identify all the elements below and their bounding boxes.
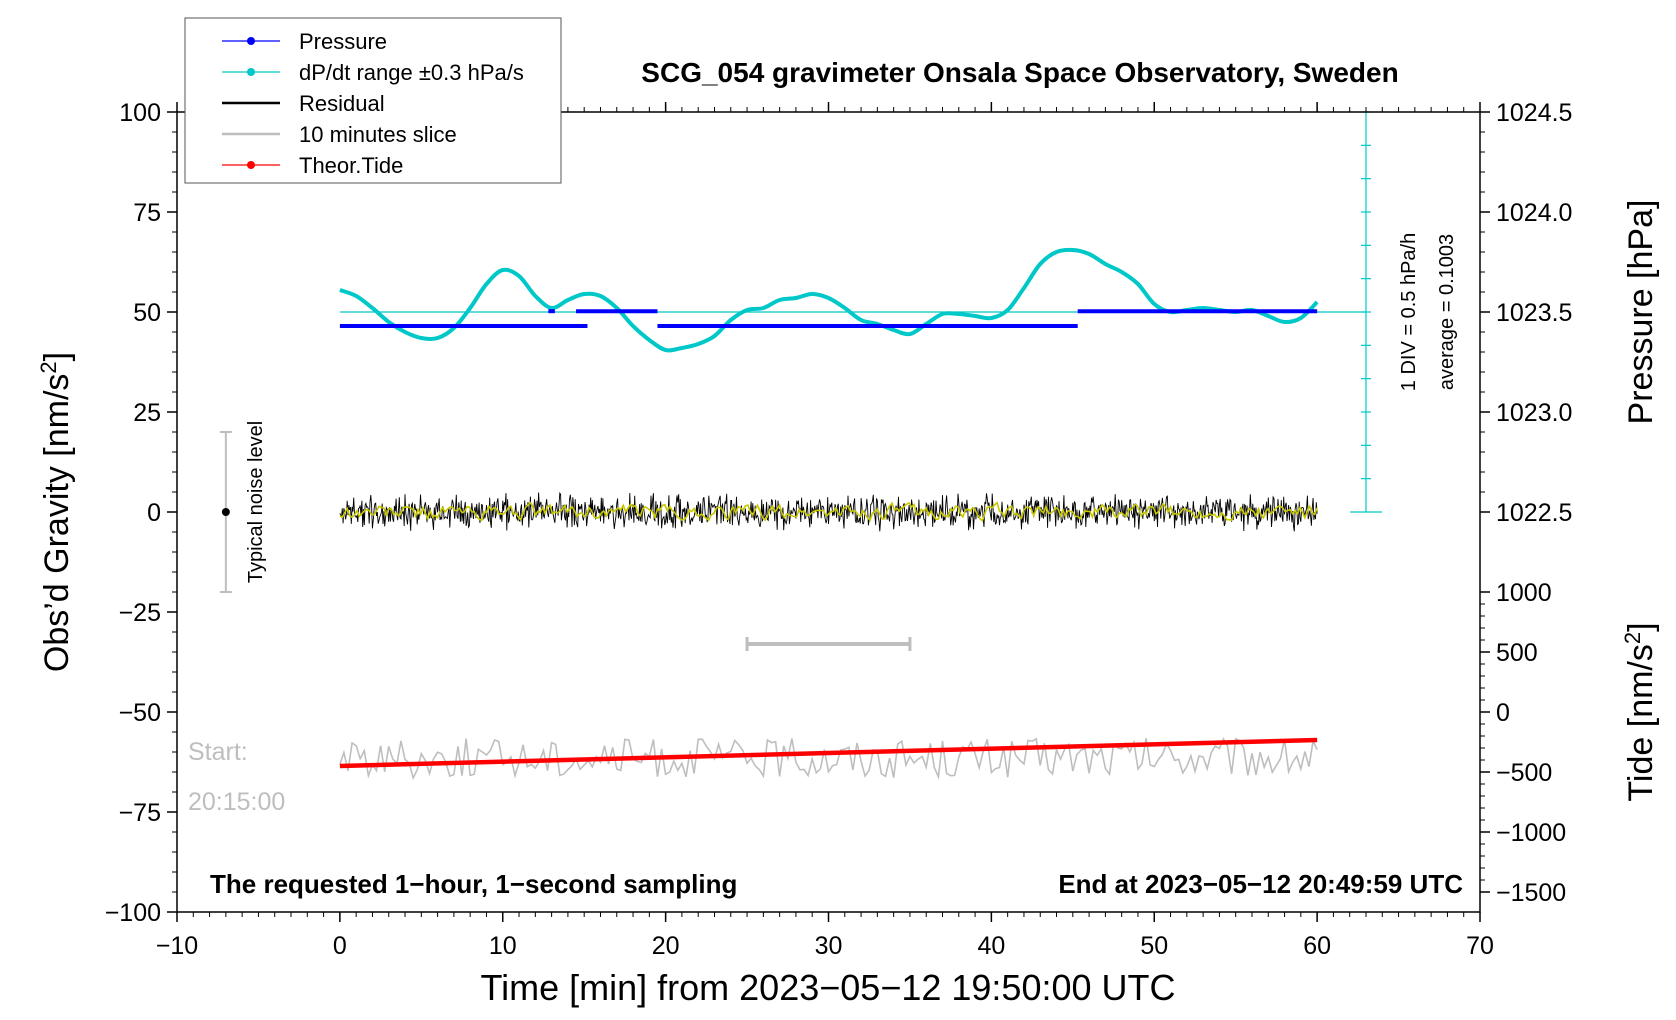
x-tick-label: 0 xyxy=(333,932,347,960)
noise-level-label: Typical noise level xyxy=(245,421,267,583)
y-left-tick-label: 75 xyxy=(133,199,161,227)
y-axis-tide-label-sup: 2 xyxy=(1620,632,1645,644)
y-axis-tide: 1000 500 0 −500 −1000 −1500 xyxy=(1480,579,1566,907)
y-axis-tide-label: Tide [nm/s2] xyxy=(1620,622,1660,801)
plot-content xyxy=(219,111,1382,781)
scale-division-label: 1 DIV = 0.5 hPa/h xyxy=(1398,233,1420,391)
tide-tick-label: 500 xyxy=(1496,639,1538,667)
ten-minute-slice-series xyxy=(339,737,1318,781)
pressure-tick-label: 1023.0 xyxy=(1496,399,1572,427)
dpdt-curve xyxy=(339,247,1319,353)
legend-swatch-marker xyxy=(247,161,255,169)
y-axis-pressure-label: Pressure [hPa] xyxy=(1622,200,1660,425)
x-tick-label: 40 xyxy=(977,932,1005,960)
theor-tide-series xyxy=(339,737,1318,769)
pressure-tick-label: 1024.0 xyxy=(1496,199,1572,227)
chart-title: SCG_054 gravimeter Onsala Space Observat… xyxy=(641,57,1398,88)
y-axis-left-label-sup: 2 xyxy=(36,361,61,373)
y-axis-left-label-main: Obs’d Gravity [nm/s xyxy=(38,374,76,673)
y-left-tick-label: 50 xyxy=(133,299,161,327)
x-axis-label: Time [min] from 2023−05−12 19:50:00 UTC xyxy=(480,967,1175,1008)
noise-level-center-dot xyxy=(221,508,230,516)
legend-label: Residual xyxy=(299,91,385,116)
tide-tick-label: −1000 xyxy=(1496,819,1566,847)
y-left-tick-label: 0 xyxy=(147,499,161,527)
x-tick-label: −10 xyxy=(156,932,198,960)
pressure-tick-label: 1024.5 xyxy=(1496,99,1572,127)
pressure-tick-label: 1023.5 xyxy=(1496,299,1572,327)
y-axis-tide-label-main: Tide [nm/s xyxy=(1622,644,1660,801)
start-time: 20:15:00 xyxy=(188,788,285,816)
x-tick-label: 20 xyxy=(652,932,680,960)
x-tick-label: 30 xyxy=(815,932,843,960)
legend-label: dP/dt range ±0.3 hPa/s xyxy=(299,60,524,85)
annotations: Typical noise level 1 DIV = 0.5 hPa/h av… xyxy=(188,233,1463,899)
legend-label: Pressure xyxy=(299,29,387,54)
y-axis-tide-label-end: ] xyxy=(1622,622,1660,631)
y-axis-left-label-end: ] xyxy=(38,352,76,361)
x-tick-label: 50 xyxy=(1140,932,1168,960)
legend-label: Theor.Tide xyxy=(299,153,403,178)
tide-tick-label: −500 xyxy=(1496,759,1552,787)
start-label: Start: xyxy=(188,738,248,766)
sampling-note: The requested 1−hour, 1−second sampling xyxy=(210,869,737,899)
end-time-note: End at 2023−05−12 20:49:59 UTC xyxy=(1058,869,1463,899)
y-left-tick-label: −25 xyxy=(119,599,161,627)
tide-tick-label: 0 xyxy=(1496,699,1510,727)
y-left-tick-label: 25 xyxy=(133,399,161,427)
residual-series xyxy=(339,491,1318,532)
tide-tick-label: −1500 xyxy=(1496,879,1566,907)
legend-label: 10 minutes slice xyxy=(299,122,457,147)
y-axis-left: −100 −75 −50 −25 0 25 50 75 100 xyxy=(105,99,177,927)
y-axis-pressure: 1022.5 1023.0 1023.5 1024.0 1024.5 xyxy=(1480,99,1572,527)
legend-swatch-marker xyxy=(247,37,255,45)
average-label: average = 0.1003 xyxy=(1436,234,1458,390)
tide-tick-label: 1000 xyxy=(1496,579,1552,607)
legend: Pressure dP/dt range ±0.3 hPa/s Residual 10… xyxy=(184,17,562,184)
x-tick-label: 70 xyxy=(1466,932,1494,960)
legend-box xyxy=(184,17,562,184)
y-left-tick-label: −100 xyxy=(105,899,161,927)
x-tick-label: 10 xyxy=(489,932,517,960)
pressure-tick-label: 1022.5 xyxy=(1496,499,1572,527)
smoothed-residual-series xyxy=(339,501,1318,523)
x-axis: −10 0 10 20 30 40 50 60 70 xyxy=(156,102,1494,960)
y-left-tick-label: −75 xyxy=(119,799,161,827)
legend-swatch-marker xyxy=(247,68,255,76)
y-left-tick-label: −50 xyxy=(119,699,161,727)
legend-entries: Pressure dP/dt range ±0.3 hPa/s Residual 10… xyxy=(222,29,524,178)
x-tick-label: 60 xyxy=(1303,932,1331,960)
y-axis-left-label: Obs’d Gravity [nm/s2] xyxy=(36,352,76,672)
y-left-tick-label: 100 xyxy=(119,99,161,127)
